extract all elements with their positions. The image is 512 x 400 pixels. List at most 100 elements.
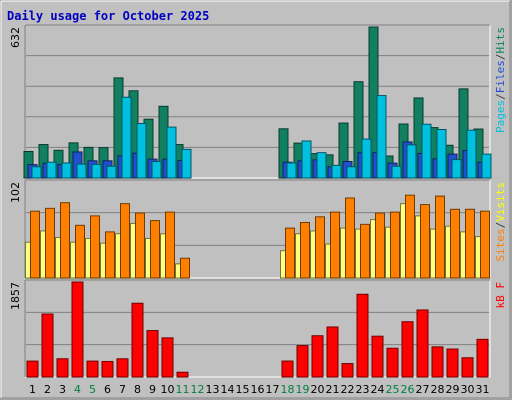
bar-kb-f-day-11 bbox=[176, 371, 189, 378]
bar-sites-day-21 bbox=[330, 211, 340, 279]
x-tick-label-day-2: 2 bbox=[44, 383, 51, 396]
bar-kb-f-day-20 bbox=[311, 335, 324, 378]
bar-kb-f-day-6 bbox=[101, 360, 114, 378]
bar-kb-f-day-28 bbox=[431, 346, 444, 378]
x-axis-day-labels: 1 2 3 4 5 6 7 8 9 10 11 12 13 14 15 16 17 18 19 20 21 22 23 24 2… bbox=[29, 383, 490, 396]
panel-bottom-ymax-label: 1857 bbox=[9, 282, 22, 310]
bar-sites-day-2 bbox=[45, 207, 55, 279]
bar-kb-f-day-19 bbox=[296, 345, 309, 378]
bar-kb-f-day-31 bbox=[476, 338, 489, 378]
bar-kb-f-day-25 bbox=[386, 347, 399, 378]
bar-pages-day-20 bbox=[316, 152, 327, 179]
bar-kb-f-day-22 bbox=[341, 363, 354, 378]
bar-sites-day-22 bbox=[345, 197, 355, 279]
legend-entry: / bbox=[494, 54, 507, 61]
bar-kb-f-day-10 bbox=[161, 337, 174, 378]
x-tick-label-day-14: 14 bbox=[221, 383, 235, 396]
bar-pages-day-8 bbox=[136, 123, 147, 179]
x-tick-label-day-19: 19 bbox=[296, 383, 310, 396]
x-tick-label-day-9: 9 bbox=[149, 383, 156, 396]
bar-kb-f-day-29 bbox=[446, 348, 459, 378]
bar-sites-day-27 bbox=[420, 204, 430, 279]
bar-pages-day-3 bbox=[61, 162, 72, 179]
x-tick-label-day-26: 26 bbox=[401, 383, 415, 396]
x-tick-label-day-28: 28 bbox=[431, 383, 445, 396]
bar-sites-day-28 bbox=[435, 195, 445, 279]
bar-pages-day-29 bbox=[451, 159, 462, 179]
bar-pages-day-25 bbox=[391, 165, 402, 179]
panel-top-legend: Pages/Files/Hits bbox=[494, 27, 507, 133]
legend-entry: kB F bbox=[494, 282, 507, 309]
bar-pages-day-31 bbox=[481, 153, 492, 179]
bar-sites-day-1 bbox=[30, 210, 40, 279]
legend-entry: Hits bbox=[494, 27, 507, 54]
x-tick-label-day-4: 4 bbox=[74, 383, 81, 396]
bar-pages-day-2 bbox=[46, 161, 57, 179]
x-tick-label-day-3: 3 bbox=[59, 383, 66, 396]
bar-kb-f-day-30 bbox=[461, 357, 474, 378]
bar-pages-day-18 bbox=[286, 162, 297, 179]
bar-pages-day-21 bbox=[331, 164, 342, 179]
bar-kb-f-day-24 bbox=[371, 335, 384, 378]
bar-sites-day-24 bbox=[375, 212, 385, 279]
x-tick-label-day-12: 12 bbox=[191, 383, 205, 396]
legend-entry: Visits bbox=[494, 182, 507, 222]
bar-kb-f-day-9 bbox=[146, 330, 159, 378]
x-tick-label-day-31: 31 bbox=[476, 383, 490, 396]
bar-kb-f-day-8 bbox=[131, 302, 144, 378]
x-tick-label-day-10: 10 bbox=[161, 383, 175, 396]
x-tick-label-day-22: 22 bbox=[341, 383, 355, 396]
bar-sites-day-5 bbox=[90, 215, 100, 279]
bar-sites-day-8 bbox=[135, 212, 145, 279]
bar-pages-day-4 bbox=[76, 163, 87, 179]
legend-entry: Pages bbox=[494, 100, 507, 133]
legend-entry: / bbox=[494, 222, 507, 229]
x-tick-label-day-27: 27 bbox=[416, 383, 430, 396]
legend-entry: / bbox=[494, 93, 507, 100]
bar-sites-day-18 bbox=[285, 227, 295, 279]
x-tick-label-day-24: 24 bbox=[371, 383, 385, 396]
chart-title: Daily usage for October 2025 bbox=[7, 9, 209, 23]
bar-sites-day-19 bbox=[300, 221, 310, 279]
legend-entry: Files bbox=[494, 60, 507, 93]
legend-entry: Sites bbox=[494, 228, 507, 261]
bar-kb-f-day-4 bbox=[71, 281, 84, 378]
bar-kb-f-day-26 bbox=[401, 321, 414, 378]
bar-pages-day-9 bbox=[151, 161, 162, 179]
x-tick-label-day-6: 6 bbox=[104, 383, 111, 396]
bar-kb-f-day-27 bbox=[416, 309, 429, 378]
x-tick-label-day-23: 23 bbox=[356, 383, 370, 396]
bar-sites-day-25 bbox=[390, 211, 400, 279]
bar-sites-day-11 bbox=[180, 257, 190, 279]
x-tick-label-day-15: 15 bbox=[236, 383, 250, 396]
bar-kb-f-day-3 bbox=[56, 358, 69, 378]
bar-sites-day-3 bbox=[60, 202, 70, 279]
bar-pages-day-6 bbox=[106, 165, 117, 179]
bar-sites-day-26 bbox=[405, 194, 415, 279]
panel-top-ymax-label: 632 bbox=[9, 27, 22, 48]
bar-sites-day-30 bbox=[465, 208, 475, 279]
x-tick-label-day-5: 5 bbox=[89, 383, 96, 396]
bar-pages-day-24 bbox=[376, 95, 387, 179]
bar-pages-day-11 bbox=[181, 148, 192, 179]
bar-kb-f-day-2 bbox=[41, 313, 54, 378]
x-tick-label-day-20: 20 bbox=[311, 383, 325, 396]
bar-sites-day-23 bbox=[360, 223, 370, 279]
panel-bottom-legend: kB F bbox=[494, 282, 507, 309]
bar-pages-day-30 bbox=[466, 129, 477, 179]
x-tick-label-day-25: 25 bbox=[386, 383, 400, 396]
bar-pages-day-5 bbox=[91, 163, 102, 179]
bar-sites-day-4 bbox=[75, 224, 85, 279]
bar-kb-f-day-21 bbox=[326, 326, 339, 378]
panel-bottom: 1857 kB F bbox=[9, 279, 507, 378]
bar-sites-day-9 bbox=[150, 220, 160, 279]
bar-kb-f-day-18 bbox=[281, 360, 294, 378]
bar-pages-day-19 bbox=[301, 140, 312, 179]
x-tick-label-day-16: 16 bbox=[251, 383, 265, 396]
panel-middle-ymax-label: 102 bbox=[9, 182, 22, 203]
x-tick-label-day-18: 18 bbox=[281, 383, 295, 396]
